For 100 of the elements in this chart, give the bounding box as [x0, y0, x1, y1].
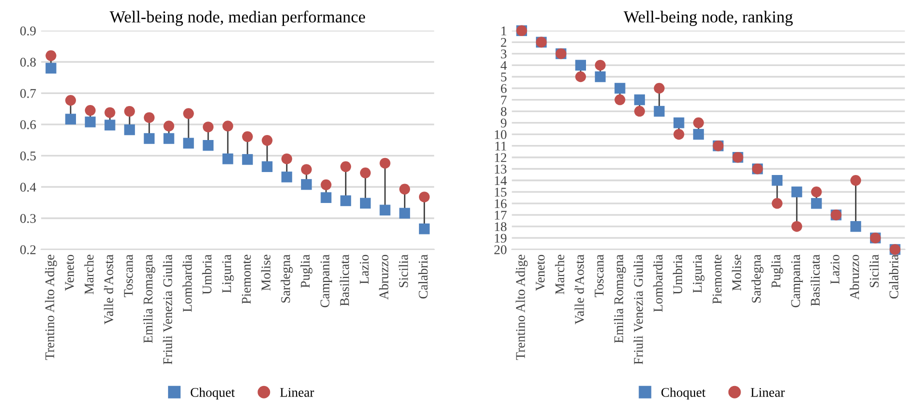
point — [654, 106, 665, 117]
x-tick-label: Emilia Romagna — [143, 254, 156, 344]
y-tick-label: 9 — [500, 118, 506, 128]
point — [301, 179, 312, 190]
point — [850, 221, 862, 232]
y-tick-label: 11 — [495, 142, 506, 150]
legend-label: Choquet — [190, 388, 235, 400]
point — [654, 82, 665, 94]
point — [84, 116, 96, 128]
x-tick-label: Friuli Venezia Giulia — [634, 254, 643, 364]
point — [399, 184, 410, 195]
point — [575, 71, 586, 82]
point — [693, 128, 704, 140]
y-tick-label: 14 — [494, 176, 507, 185]
x-tick-label: Basilicata — [340, 254, 350, 306]
x-tick-label: Valle d'Aosta — [104, 254, 114, 324]
point — [614, 94, 626, 106]
y-tick-label: 13 — [494, 164, 506, 174]
point — [418, 192, 430, 202]
point — [183, 138, 194, 149]
point — [104, 107, 116, 118]
chart-title: Well-being node, ranking — [624, 10, 793, 26]
point — [772, 198, 783, 209]
point — [124, 124, 135, 136]
legend-label: Choquet — [661, 388, 706, 400]
x-tick-label: Sicilia — [398, 254, 408, 288]
x-tick-label: Campania — [791, 254, 803, 308]
point — [360, 198, 371, 209]
point — [418, 223, 430, 234]
y-tick-label: 0.2 — [20, 245, 36, 254]
y-tick-label: 5 — [501, 72, 506, 82]
point — [104, 120, 116, 130]
y-tick-label: 4 — [500, 61, 507, 70]
x-tick-label: Toscana — [594, 254, 604, 298]
point — [183, 108, 194, 119]
y-tick-label: 0.3 — [20, 214, 36, 223]
point — [46, 50, 56, 62]
x-tick-label: Lazio — [360, 254, 369, 284]
point — [575, 60, 586, 71]
point — [673, 117, 684, 128]
point — [673, 128, 684, 140]
y-tick-label: 15 — [494, 188, 506, 197]
y-tick-label: 2 — [500, 38, 506, 47]
y-tick-label: 0.7 — [20, 88, 36, 98]
x-tick-label: Molise — [261, 254, 270, 291]
x-tick-label: Sardegna — [751, 254, 764, 303]
point — [380, 158, 390, 169]
x-tick-label: Campania — [320, 254, 332, 308]
x-tick-label: Calabria — [889, 254, 898, 299]
y-tick-label: 16 — [494, 199, 507, 208]
point — [594, 71, 606, 82]
x-tick-label: Liguria — [692, 254, 705, 293]
y-tick-label: 20 — [494, 245, 506, 254]
point — [791, 221, 802, 232]
legend-label: Linear — [280, 388, 314, 397]
x-tick-label: Marche — [84, 254, 94, 294]
y-tick-label: 0.9 — [20, 26, 36, 36]
point — [320, 192, 332, 203]
point — [222, 153, 234, 164]
x-tick-label: Abruzzo — [379, 254, 388, 300]
y-tick-label: 12 — [494, 153, 506, 162]
point — [163, 120, 174, 132]
x-tick-label: Trentino Alto Adige — [44, 254, 57, 360]
y-tick-label: 3 — [501, 50, 506, 58]
y-tick-label: 0.5 — [20, 152, 36, 160]
y-tick-label: 0.4 — [20, 182, 36, 192]
legend-label: Linear — [750, 388, 785, 397]
point — [772, 175, 783, 186]
x-tick-label: Friuli Venezia Giulia — [162, 254, 172, 364]
point — [380, 204, 390, 216]
y-tick-label: 10 — [494, 130, 506, 140]
y-tick-label: 0.6 — [20, 120, 36, 130]
y-tick-label: 7 — [501, 96, 507, 104]
x-tick-label: Puglia — [300, 254, 312, 288]
x-tick-label: Molise — [732, 254, 742, 291]
y-tick-label: 6 — [500, 84, 507, 93]
point — [340, 195, 352, 206]
x-tick-label: Marche — [554, 254, 564, 294]
x-tick-label: Lombardia — [182, 254, 192, 312]
point — [262, 161, 272, 172]
x-tick-label: Veneto — [65, 254, 74, 291]
x-tick-label: Sicilia — [869, 254, 879, 288]
x-tick-label: Piemonte — [242, 254, 251, 304]
point — [811, 186, 822, 198]
x-tick-label: Lazio — [830, 254, 840, 284]
point — [144, 133, 155, 144]
x-tick-label: Trentino Alto Adige — [516, 254, 528, 360]
point — [634, 106, 645, 117]
point — [222, 120, 234, 132]
y-tick-label: 17 — [494, 210, 507, 220]
point — [340, 161, 352, 172]
point — [301, 164, 312, 175]
x-tick-label: Sardegna — [280, 254, 293, 303]
x-tick-label: Umbria — [202, 254, 212, 294]
x-tick-label: Puglia — [771, 254, 784, 288]
point — [163, 133, 174, 144]
x-tick-label: Umbria — [672, 254, 682, 294]
point — [242, 131, 253, 142]
chart-title: Well-being node, median performance — [110, 10, 366, 26]
point — [262, 135, 272, 146]
